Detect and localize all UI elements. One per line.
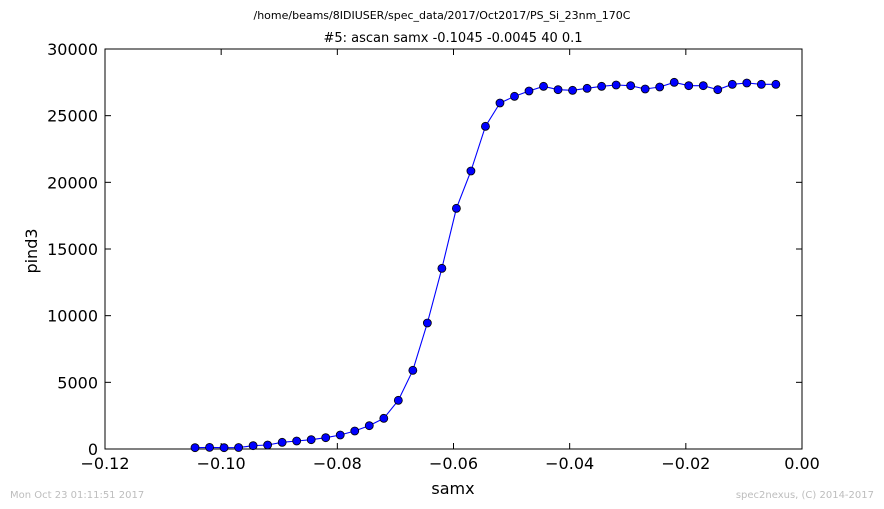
data-series bbox=[190, 77, 781, 453]
x-tick-label: −0.04 bbox=[545, 454, 594, 473]
x-axis-label: samx bbox=[431, 479, 474, 498]
x-tick-label: −0.12 bbox=[80, 454, 129, 473]
x-tick-label: −0.10 bbox=[197, 454, 246, 473]
data-point bbox=[306, 435, 316, 445]
y-tick-label: 20000 bbox=[47, 173, 98, 192]
data-point bbox=[524, 86, 534, 96]
data-point bbox=[495, 98, 505, 108]
y-tick-label: 0 bbox=[88, 440, 98, 459]
y-tick-label: 15000 bbox=[47, 240, 98, 259]
data-point bbox=[452, 203, 461, 213]
data-point bbox=[684, 81, 694, 91]
data-point bbox=[364, 421, 374, 431]
data-point bbox=[393, 395, 403, 405]
data-point bbox=[219, 443, 229, 453]
data-point bbox=[597, 81, 607, 91]
chart-suptitle: /home/beams/8IDIUSER/spec_data/2017/Oct2… bbox=[254, 9, 631, 22]
y-tick-label: 30000 bbox=[47, 40, 98, 59]
chart-title: #5: ascan samx -0.1045 -0.0045 40 0.1 bbox=[323, 31, 582, 46]
y-tick-label: 5000 bbox=[57, 373, 98, 392]
footer-credit: spec2nexus, (C) 2014-2017 bbox=[736, 490, 874, 501]
data-point bbox=[742, 78, 752, 88]
data-point bbox=[669, 77, 679, 87]
data-point bbox=[698, 81, 708, 91]
data-point bbox=[611, 80, 621, 90]
x-tick-label: 0.00 bbox=[784, 454, 820, 473]
data-point bbox=[292, 436, 302, 446]
data-point bbox=[626, 81, 636, 91]
y-axis-label: pind3 bbox=[22, 228, 41, 273]
data-point bbox=[277, 437, 287, 447]
data-point bbox=[190, 443, 200, 453]
axis-ticks: −0.12 −0.10 −0.08 −0.06 −0.04 −0.02 0.00 0 5000 1… bbox=[47, 40, 820, 473]
data-point bbox=[234, 443, 243, 452]
data-point bbox=[379, 413, 389, 423]
data-point bbox=[248, 441, 258, 451]
x-tick-label: −0.06 bbox=[429, 454, 478, 473]
data-point bbox=[539, 81, 548, 91]
data-point bbox=[466, 166, 476, 176]
data-point bbox=[205, 442, 214, 452]
plot-area bbox=[104, 48, 803, 450]
data-point bbox=[321, 433, 331, 443]
data-point bbox=[263, 440, 273, 450]
data-point bbox=[350, 426, 360, 436]
data-point bbox=[727, 79, 737, 89]
footer-timestamp: Mon Oct 23 01:11:51 2017 bbox=[10, 490, 144, 501]
data-point bbox=[437, 263, 447, 273]
x-tick-label: −0.02 bbox=[661, 454, 710, 473]
data-point bbox=[422, 318, 432, 328]
data-point bbox=[640, 84, 650, 94]
data-point bbox=[335, 430, 345, 440]
data-point bbox=[582, 83, 592, 93]
data-point bbox=[771, 79, 781, 89]
y-tick-label: 10000 bbox=[47, 307, 98, 326]
data-point bbox=[568, 85, 577, 95]
y-tick-label: 25000 bbox=[47, 107, 98, 126]
x-tick-label: −0.08 bbox=[313, 454, 362, 473]
data-point bbox=[553, 85, 563, 95]
data-point bbox=[408, 365, 418, 375]
data-point bbox=[655, 82, 665, 92]
data-point bbox=[481, 121, 490, 131]
data-point bbox=[510, 91, 519, 101]
data-point bbox=[756, 79, 766, 89]
data-point bbox=[713, 85, 723, 95]
